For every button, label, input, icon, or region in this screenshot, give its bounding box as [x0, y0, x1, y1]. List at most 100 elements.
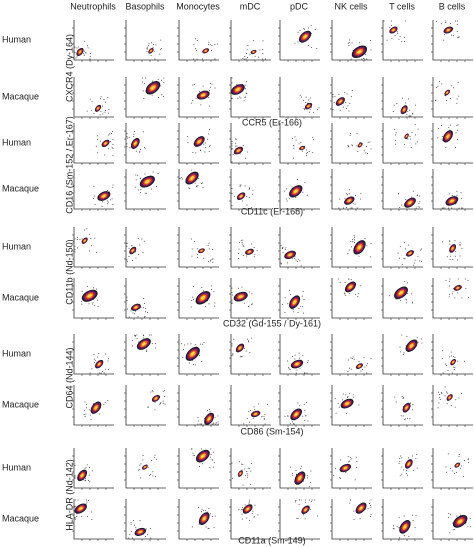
event-dot: [201, 508, 203, 510]
density-contour: [392, 29, 395, 32]
event-dot: [99, 114, 101, 116]
event-dot: [453, 529, 455, 531]
plot-axes: [230, 448, 271, 489]
event-dot: [351, 207, 353, 209]
event-dot: [452, 355, 454, 357]
event-dot: [401, 473, 403, 475]
event-dot: [292, 475, 294, 477]
event-dot: [107, 400, 109, 402]
event-dot: [133, 335, 135, 337]
event-dot: [83, 50, 85, 52]
event-dot: [399, 460, 401, 462]
event-dot: [209, 90, 211, 92]
event-dot: [193, 364, 195, 366]
event-dot: [249, 519, 251, 521]
event-dot: [306, 194, 308, 196]
event-dot: [126, 146, 128, 148]
event-dot: [409, 418, 411, 420]
x-marker-label: CD11c (Er-168): [241, 206, 303, 216]
event-dot: [351, 95, 353, 97]
event-dot: [305, 415, 307, 417]
density-plot: [431, 278, 473, 320]
event-dot: [405, 298, 407, 300]
density-contour: [190, 351, 195, 356]
event-dot: [339, 459, 341, 461]
event-dot: [344, 294, 346, 296]
event-dot: [245, 58, 247, 60]
event-dot: [96, 252, 98, 254]
event-dot: [209, 145, 211, 147]
event-dot: [303, 514, 305, 516]
event-dot: [88, 467, 90, 469]
event-dot: [447, 370, 449, 372]
event-dot: [248, 305, 250, 307]
density-plot: [229, 385, 271, 427]
event-dot: [93, 353, 95, 355]
event-dot: [294, 136, 296, 138]
event-dot: [90, 419, 92, 421]
event-dot: [356, 207, 358, 209]
event-dot: [361, 58, 363, 60]
plot-axes: [331, 77, 372, 118]
event-dot: [159, 53, 161, 55]
event-dot: [153, 43, 155, 45]
density-contour: [403, 108, 406, 111]
event-dot: [96, 288, 98, 290]
event-dot: [237, 252, 239, 254]
plot-axes: [279, 448, 320, 489]
event-dot: [85, 503, 87, 505]
event-dot: [131, 537, 133, 539]
plot-axes: [279, 227, 320, 268]
event-dot: [251, 243, 253, 245]
event-dot: [250, 303, 252, 305]
event-dot: [142, 337, 144, 339]
event-dot: [131, 339, 133, 341]
event-dot: [103, 372, 105, 374]
event-dot: [449, 124, 451, 126]
event-dot: [456, 515, 458, 517]
event-dot: [461, 392, 463, 394]
event-dot: [395, 139, 397, 141]
event-dot: [249, 468, 251, 470]
event-dot: [191, 169, 193, 171]
event-dot: [191, 299, 193, 301]
event-dot: [86, 515, 88, 517]
event-dot: [211, 515, 213, 517]
event-dot: [197, 185, 199, 187]
event-dot: [348, 278, 350, 280]
density-contour: [456, 464, 459, 466]
event-dot: [241, 286, 243, 288]
event-dot: [231, 98, 233, 100]
event-dot: [300, 142, 302, 144]
event-dot: [89, 52, 91, 54]
density-contour: [303, 35, 307, 39]
event-dot: [454, 367, 456, 369]
event-dot: [212, 466, 214, 468]
event-dot: [406, 110, 408, 112]
column-header: T cells: [389, 1, 415, 11]
event-dot: [207, 244, 209, 246]
event-dot: [352, 202, 354, 204]
density-plot: [177, 169, 219, 211]
event-dot: [242, 255, 244, 257]
plot-axes: [73, 169, 114, 210]
event-dot: [231, 477, 233, 479]
event-dot: [421, 261, 423, 263]
event-dot: [196, 186, 198, 188]
event-dot: [193, 83, 195, 85]
row-label: Macaque: [2, 513, 39, 523]
event-dot: [289, 368, 291, 370]
event-dot: [369, 256, 371, 258]
event-dot: [135, 150, 137, 152]
event-dot: [139, 520, 141, 522]
event-dot: [133, 134, 135, 136]
event-dot: [231, 343, 233, 345]
event-dot: [83, 413, 85, 415]
event-dot: [146, 349, 148, 351]
event-dot: [395, 134, 397, 136]
event-dot: [74, 238, 76, 240]
event-dot: [247, 44, 249, 46]
column-header: mDC: [240, 1, 261, 11]
event-dot: [467, 526, 469, 528]
